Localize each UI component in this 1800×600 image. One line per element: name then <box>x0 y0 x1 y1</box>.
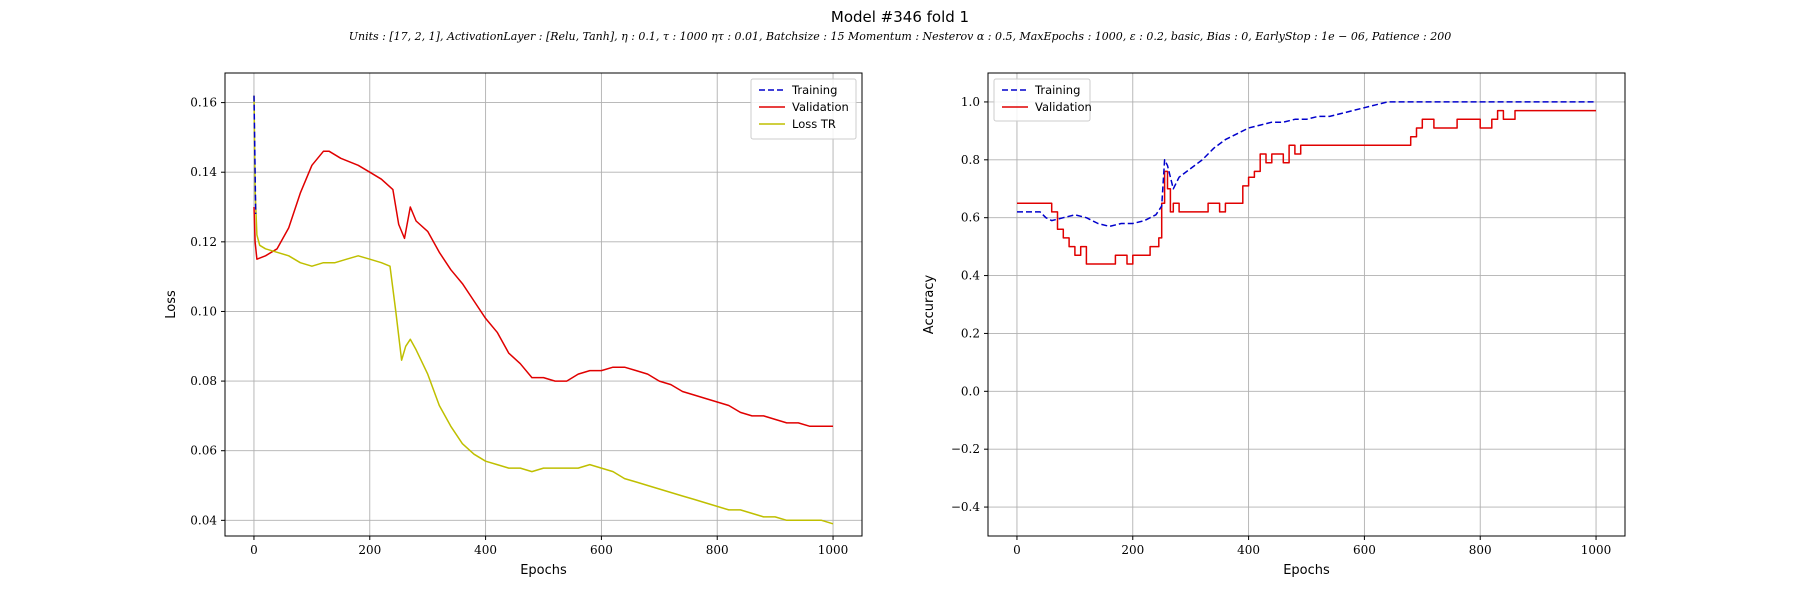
y-tick-label: −0.4 <box>951 500 981 514</box>
x-tick-label: 0 <box>250 543 258 557</box>
x-tick-label: 200 <box>1121 543 1144 557</box>
loss-panel: 0 200 400 600 800 1000 0.04 0.06 0.08 0.10 0.12 0.1… <box>164 72 863 578</box>
figure-title: Model #346 fold 1 <box>830 8 970 26</box>
y-tick-label: 0.16 <box>190 96 217 110</box>
x-tick-label: 0 <box>1013 543 1021 557</box>
legend-box <box>993 78 1091 122</box>
x-tick-label: 800 <box>706 543 729 557</box>
axes-frame <box>224 72 863 537</box>
legend-label: Training <box>1034 83 1080 97</box>
series-line-training <box>253 95 257 215</box>
series-line-validation <box>253 150 833 428</box>
y-axis-label: Accuracy <box>922 275 937 335</box>
y-tick-label: 0.6 <box>961 211 980 225</box>
x-axis-label: Epochs <box>1283 563 1330 578</box>
y-tick-label: 0.06 <box>190 444 217 458</box>
x-axis-label: Epochs <box>520 563 567 578</box>
legend-label: Loss TR <box>792 117 836 131</box>
figure-subtitle: Units : [17, 2, 1], ActivationLayer : [R… <box>348 30 1452 43</box>
x-tick-label: 200 <box>358 543 381 557</box>
series-line-training <box>1017 101 1596 228</box>
legend-label: Training <box>791 83 837 97</box>
y-tick-label: 0.4 <box>961 269 980 283</box>
y-tick-label: 0.04 <box>190 513 217 527</box>
y-tick-label: 0.12 <box>190 235 217 249</box>
y-axis-label: Loss <box>164 290 179 319</box>
accuracy-panel: 0 200 400 600 800 1000 −0.4 −0.2 0.0 0.2 0.4 0.6 0.8… <box>922 72 1626 578</box>
y-tick-label: 0.2 <box>961 326 980 340</box>
y-tick-label: 0.10 <box>190 304 217 318</box>
x-tick-label: 400 <box>1237 543 1260 557</box>
y-tick-label: 0.8 <box>961 153 980 167</box>
x-tick-label: 800 <box>1469 543 1492 557</box>
series-line-loss-tr <box>253 95 834 525</box>
axes-frame <box>987 72 1626 537</box>
x-tick-label: 1000 <box>1581 543 1612 557</box>
y-tick-label: 0.08 <box>190 374 217 388</box>
x-tick-label: 400 <box>474 543 497 557</box>
y-tick-label: 1.0 <box>961 95 980 109</box>
series-line-validation <box>1017 109 1596 265</box>
x-tick-label: 600 <box>1353 543 1376 557</box>
legend-label: Validation <box>1035 100 1092 114</box>
legend-label: Validation <box>792 100 849 114</box>
y-tick-label: 0.14 <box>190 165 217 179</box>
y-tick-label: 0.0 <box>961 384 980 398</box>
y-tick-label: −0.2 <box>951 442 980 456</box>
x-tick-label: 1000 <box>818 543 849 557</box>
x-tick-label: 600 <box>590 543 613 557</box>
